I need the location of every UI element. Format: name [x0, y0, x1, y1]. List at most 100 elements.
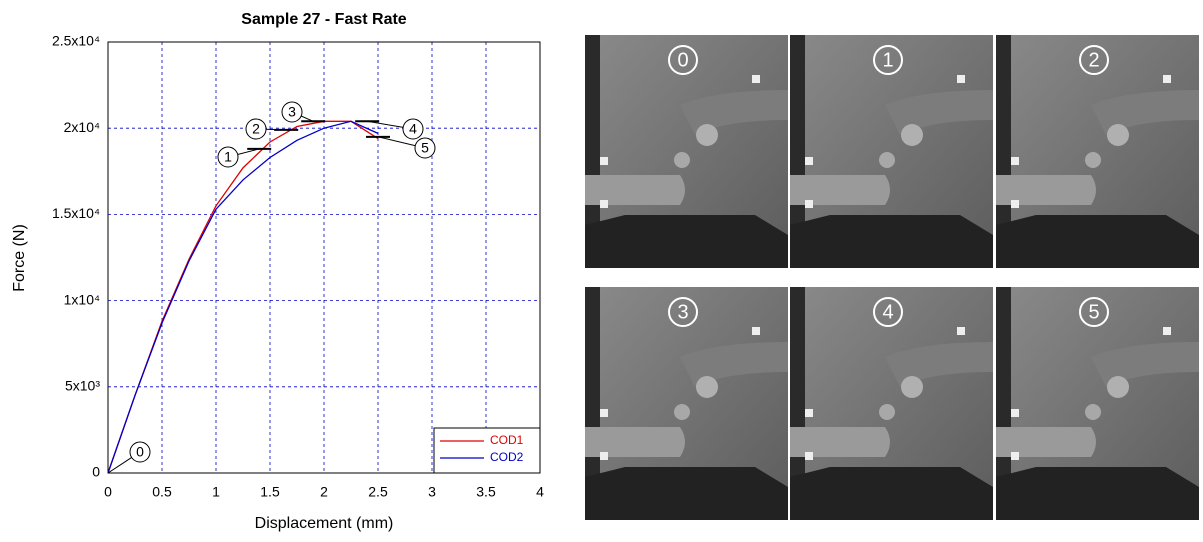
- photo-label: 2: [1088, 49, 1099, 71]
- photo-notch: [585, 175, 685, 205]
- photo-hole: [879, 404, 895, 420]
- photo-hole: [901, 124, 923, 146]
- photo-label-circle: [668, 297, 698, 327]
- photo-marker: [805, 157, 813, 165]
- photo-label: 5: [1088, 301, 1099, 323]
- photo-bottom: [790, 215, 993, 268]
- photo-top-arm: [1091, 90, 1199, 135]
- annotation-label: 1: [224, 149, 232, 165]
- photo-notch: [996, 175, 1096, 205]
- plot-area: [108, 42, 540, 473]
- x-tick-label: 0.5: [152, 484, 172, 500]
- photo-marker: [600, 157, 608, 165]
- photo-label: 4: [882, 301, 893, 323]
- y-tick-label: 0: [92, 464, 100, 480]
- x-axis-label: Displacement (mm): [255, 515, 394, 532]
- legend-label: COD2: [490, 450, 524, 464]
- photo-notch: [996, 427, 1096, 457]
- photo-notch: [790, 427, 890, 457]
- y-tick-label: 5x10³: [65, 378, 100, 394]
- photo-marker: [600, 452, 608, 460]
- photo-marker: [752, 75, 760, 83]
- photo-bottom: [585, 215, 788, 268]
- annotation-label: 3: [288, 104, 296, 120]
- annotation-circle: [414, 137, 436, 159]
- annotation-circle: [402, 118, 424, 140]
- photo-top-arm: [885, 342, 993, 387]
- annotation-circle: [129, 441, 151, 463]
- photo-marker: [752, 327, 760, 335]
- photo-label-circle: [873, 297, 903, 327]
- x-tick-label: 3.5: [476, 484, 496, 500]
- photo-hole: [674, 152, 690, 168]
- photo-label-circle: [873, 45, 903, 75]
- x-tick-label: 1: [212, 484, 220, 500]
- photo-bottom: [790, 467, 993, 520]
- legend-label: COD1: [490, 433, 524, 447]
- y-tick-label: 2.5x10⁴: [52, 33, 100, 49]
- photo-marker: [1163, 327, 1171, 335]
- x-tick-label: 4: [536, 484, 544, 500]
- photo-label: 3: [677, 301, 688, 323]
- photo-marker: [805, 452, 813, 460]
- photo-marker: [957, 75, 965, 83]
- annotation-circle: [217, 146, 239, 168]
- photo-dark-left: [996, 287, 1011, 520]
- x-tick-label: 1.5: [260, 484, 280, 500]
- photo-dark-left: [790, 287, 805, 520]
- photo-label-circle: [1079, 297, 1109, 327]
- chart-title: Sample 27 - Fast Rate: [241, 11, 407, 28]
- photo-marker: [1163, 75, 1171, 83]
- annotation-circle: [245, 118, 267, 140]
- y-tick-label: 1x10⁴: [64, 291, 100, 307]
- x-tick-label: 0: [104, 484, 112, 500]
- photo-hole: [901, 376, 923, 398]
- photo-label-circle: [1079, 45, 1109, 75]
- photo-marker: [1011, 452, 1019, 460]
- photo-label: 1: [882, 49, 893, 71]
- photo-top-arm: [680, 90, 788, 135]
- photo-hole: [1107, 376, 1129, 398]
- photo-marker: [1011, 409, 1019, 417]
- photo-label-circle: [668, 45, 698, 75]
- annotation-circle: [281, 101, 303, 123]
- photo-notch: [585, 427, 685, 457]
- x-tick-label: 2: [320, 484, 328, 500]
- legend-box: [433, 427, 541, 474]
- photo-hole: [696, 376, 718, 398]
- series-line: [107, 120, 379, 474]
- x-tick-label: 3: [428, 484, 436, 500]
- photo-marker: [957, 327, 965, 335]
- photo-label: 0: [677, 49, 688, 71]
- y-tick-label: 1.5x10⁴: [52, 205, 100, 221]
- photo-top-arm: [885, 90, 993, 135]
- photo-dark-left: [585, 35, 600, 268]
- annotation-label: 0: [136, 444, 144, 460]
- photo-marker: [1011, 200, 1019, 208]
- photo-marker: [1011, 157, 1019, 165]
- plot-frame: [107, 41, 541, 474]
- photo-marker: [600, 200, 608, 208]
- photo-dark-left: [996, 35, 1011, 268]
- photo-bottom: [996, 467, 1199, 520]
- photo-hole: [1107, 124, 1129, 146]
- photo-bottom: [585, 467, 788, 520]
- annotation-label: 5: [421, 140, 429, 156]
- photo-notch: [790, 175, 890, 205]
- y-axis-label: Force (N): [11, 224, 28, 292]
- photo-hole: [1085, 404, 1101, 420]
- photo-dark-left: [790, 35, 805, 268]
- y-tick-label: 2x10⁴: [64, 119, 100, 135]
- photo-hole: [1085, 152, 1101, 168]
- photo-hole: [696, 124, 718, 146]
- photo-marker: [805, 409, 813, 417]
- photo-top-arm: [680, 342, 788, 387]
- photo-bottom: [996, 215, 1199, 268]
- photo-marker: [600, 409, 608, 417]
- photo-dark-left: [585, 287, 600, 520]
- photo-top-arm: [1091, 342, 1199, 387]
- photo-marker: [805, 200, 813, 208]
- photo-hole: [879, 152, 895, 168]
- annotation-label: 2: [252, 121, 260, 137]
